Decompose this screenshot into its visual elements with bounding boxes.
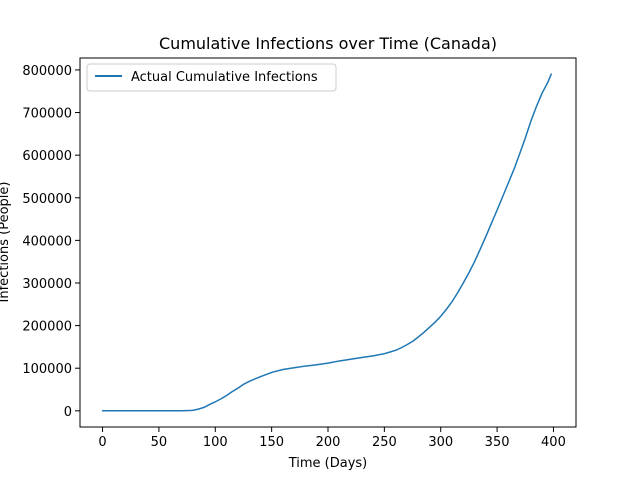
series-line bbox=[101, 73, 552, 412]
y-tick-label: 600000 bbox=[22, 149, 72, 164]
axis-ticks: 0 50 100 150 200 250 300 350 400 0 100000 200000 300… bbox=[22, 64, 566, 450]
chart-title: Cumulative Infections over Time (Canada) bbox=[159, 34, 497, 53]
x-tick-label: 250 bbox=[372, 435, 397, 450]
x-tick-label: 300 bbox=[428, 435, 453, 450]
y-tick-label: 400000 bbox=[22, 234, 72, 249]
y-tick-label: 0 bbox=[64, 405, 72, 420]
y-tick-label: 300000 bbox=[22, 277, 72, 292]
plot-frame bbox=[79, 57, 577, 428]
legend: Actual Cumulative Infections bbox=[86, 63, 337, 92]
y-tick-label: 500000 bbox=[22, 192, 72, 207]
x-tick-label: 350 bbox=[485, 435, 510, 450]
x-tick-label: 0 bbox=[98, 435, 106, 450]
series-layer bbox=[101, 73, 552, 412]
x-tick-label: 50 bbox=[151, 435, 168, 450]
y-axis-label: Infections (People) bbox=[0, 182, 12, 303]
x-axis-label: Time (Days) bbox=[288, 456, 368, 471]
x-tick-label: 150 bbox=[259, 435, 284, 450]
y-tick-label: 800000 bbox=[22, 64, 72, 79]
y-tick-label: 100000 bbox=[22, 362, 72, 377]
legend-box bbox=[86, 63, 337, 92]
y-tick-label: 200000 bbox=[22, 320, 72, 335]
x-tick-label: 200 bbox=[316, 435, 341, 450]
x-tick-label: 400 bbox=[541, 435, 566, 450]
legend-label: Actual Cumulative Infections bbox=[131, 70, 318, 85]
x-tick-label: 100 bbox=[203, 435, 228, 450]
plot-area bbox=[80, 58, 576, 427]
y-tick-label: 700000 bbox=[22, 107, 72, 122]
